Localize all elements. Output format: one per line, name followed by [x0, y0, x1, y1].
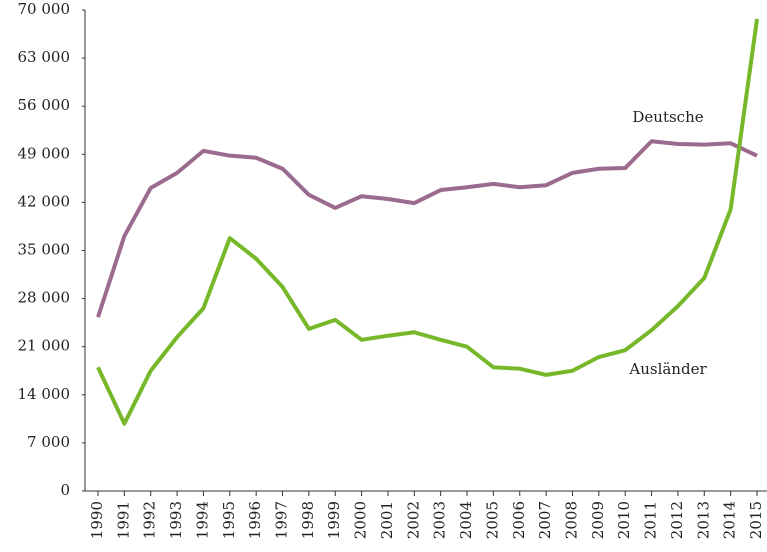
x-tick-label: 2015	[747, 501, 765, 539]
x-tick-label: 2010	[615, 501, 633, 539]
line-series	[96, 139, 758, 318]
x-tick-label: 2004	[457, 501, 475, 539]
y-tick-label: 42 000	[18, 192, 71, 210]
x-tick-label: 2014	[721, 501, 739, 539]
y-tick-label: 63 000	[18, 48, 71, 66]
x-tick-label: 2011	[642, 501, 660, 539]
y-tick-label: 56 000	[18, 96, 71, 114]
x-tick-label: 1991	[114, 501, 132, 539]
x-tick-label: 2000	[352, 501, 370, 539]
x-tick-label: 2012	[668, 501, 686, 539]
x-tick-label: 2008	[562, 501, 580, 539]
x-tick-label: 2007	[536, 501, 554, 539]
x-tick-label: 2003	[431, 501, 449, 539]
series-label: Deutsche	[632, 108, 703, 126]
x-tick-label: 1999	[325, 501, 343, 539]
y-tick-label: 14 000	[18, 385, 71, 403]
y-tick-label: 7 000	[27, 433, 70, 451]
y-tick-label: 70 000	[18, 0, 71, 18]
x-tick-label: 1994	[193, 501, 211, 539]
line-series	[96, 18, 759, 426]
y-tick-label: 28 000	[18, 289, 71, 307]
x-tick-label: 1990	[88, 501, 106, 539]
x-tick-label: 1995	[220, 501, 238, 539]
y-tick-label: 0	[60, 481, 70, 499]
x-tick-label: 1993	[167, 501, 185, 539]
series-label: Ausländer	[628, 360, 707, 378]
y-tick-label: 49 000	[18, 144, 71, 162]
x-tick-label: 2009	[589, 501, 607, 539]
x-tick-label: 1997	[273, 501, 291, 539]
x-tick-label: 2005	[483, 501, 501, 539]
x-tick-label: 2013	[694, 501, 712, 539]
x-tick-label: 2002	[404, 501, 422, 539]
y-tick-label: 35 000	[18, 241, 71, 259]
x-tick-label: 1992	[141, 501, 159, 539]
x-tick-label: 2006	[510, 501, 528, 539]
x-tick-label: 2001	[378, 501, 396, 539]
x-tick-label: 1996	[246, 501, 264, 539]
x-tick-label: 1998	[299, 501, 317, 539]
y-tick-label: 21 000	[18, 337, 71, 355]
